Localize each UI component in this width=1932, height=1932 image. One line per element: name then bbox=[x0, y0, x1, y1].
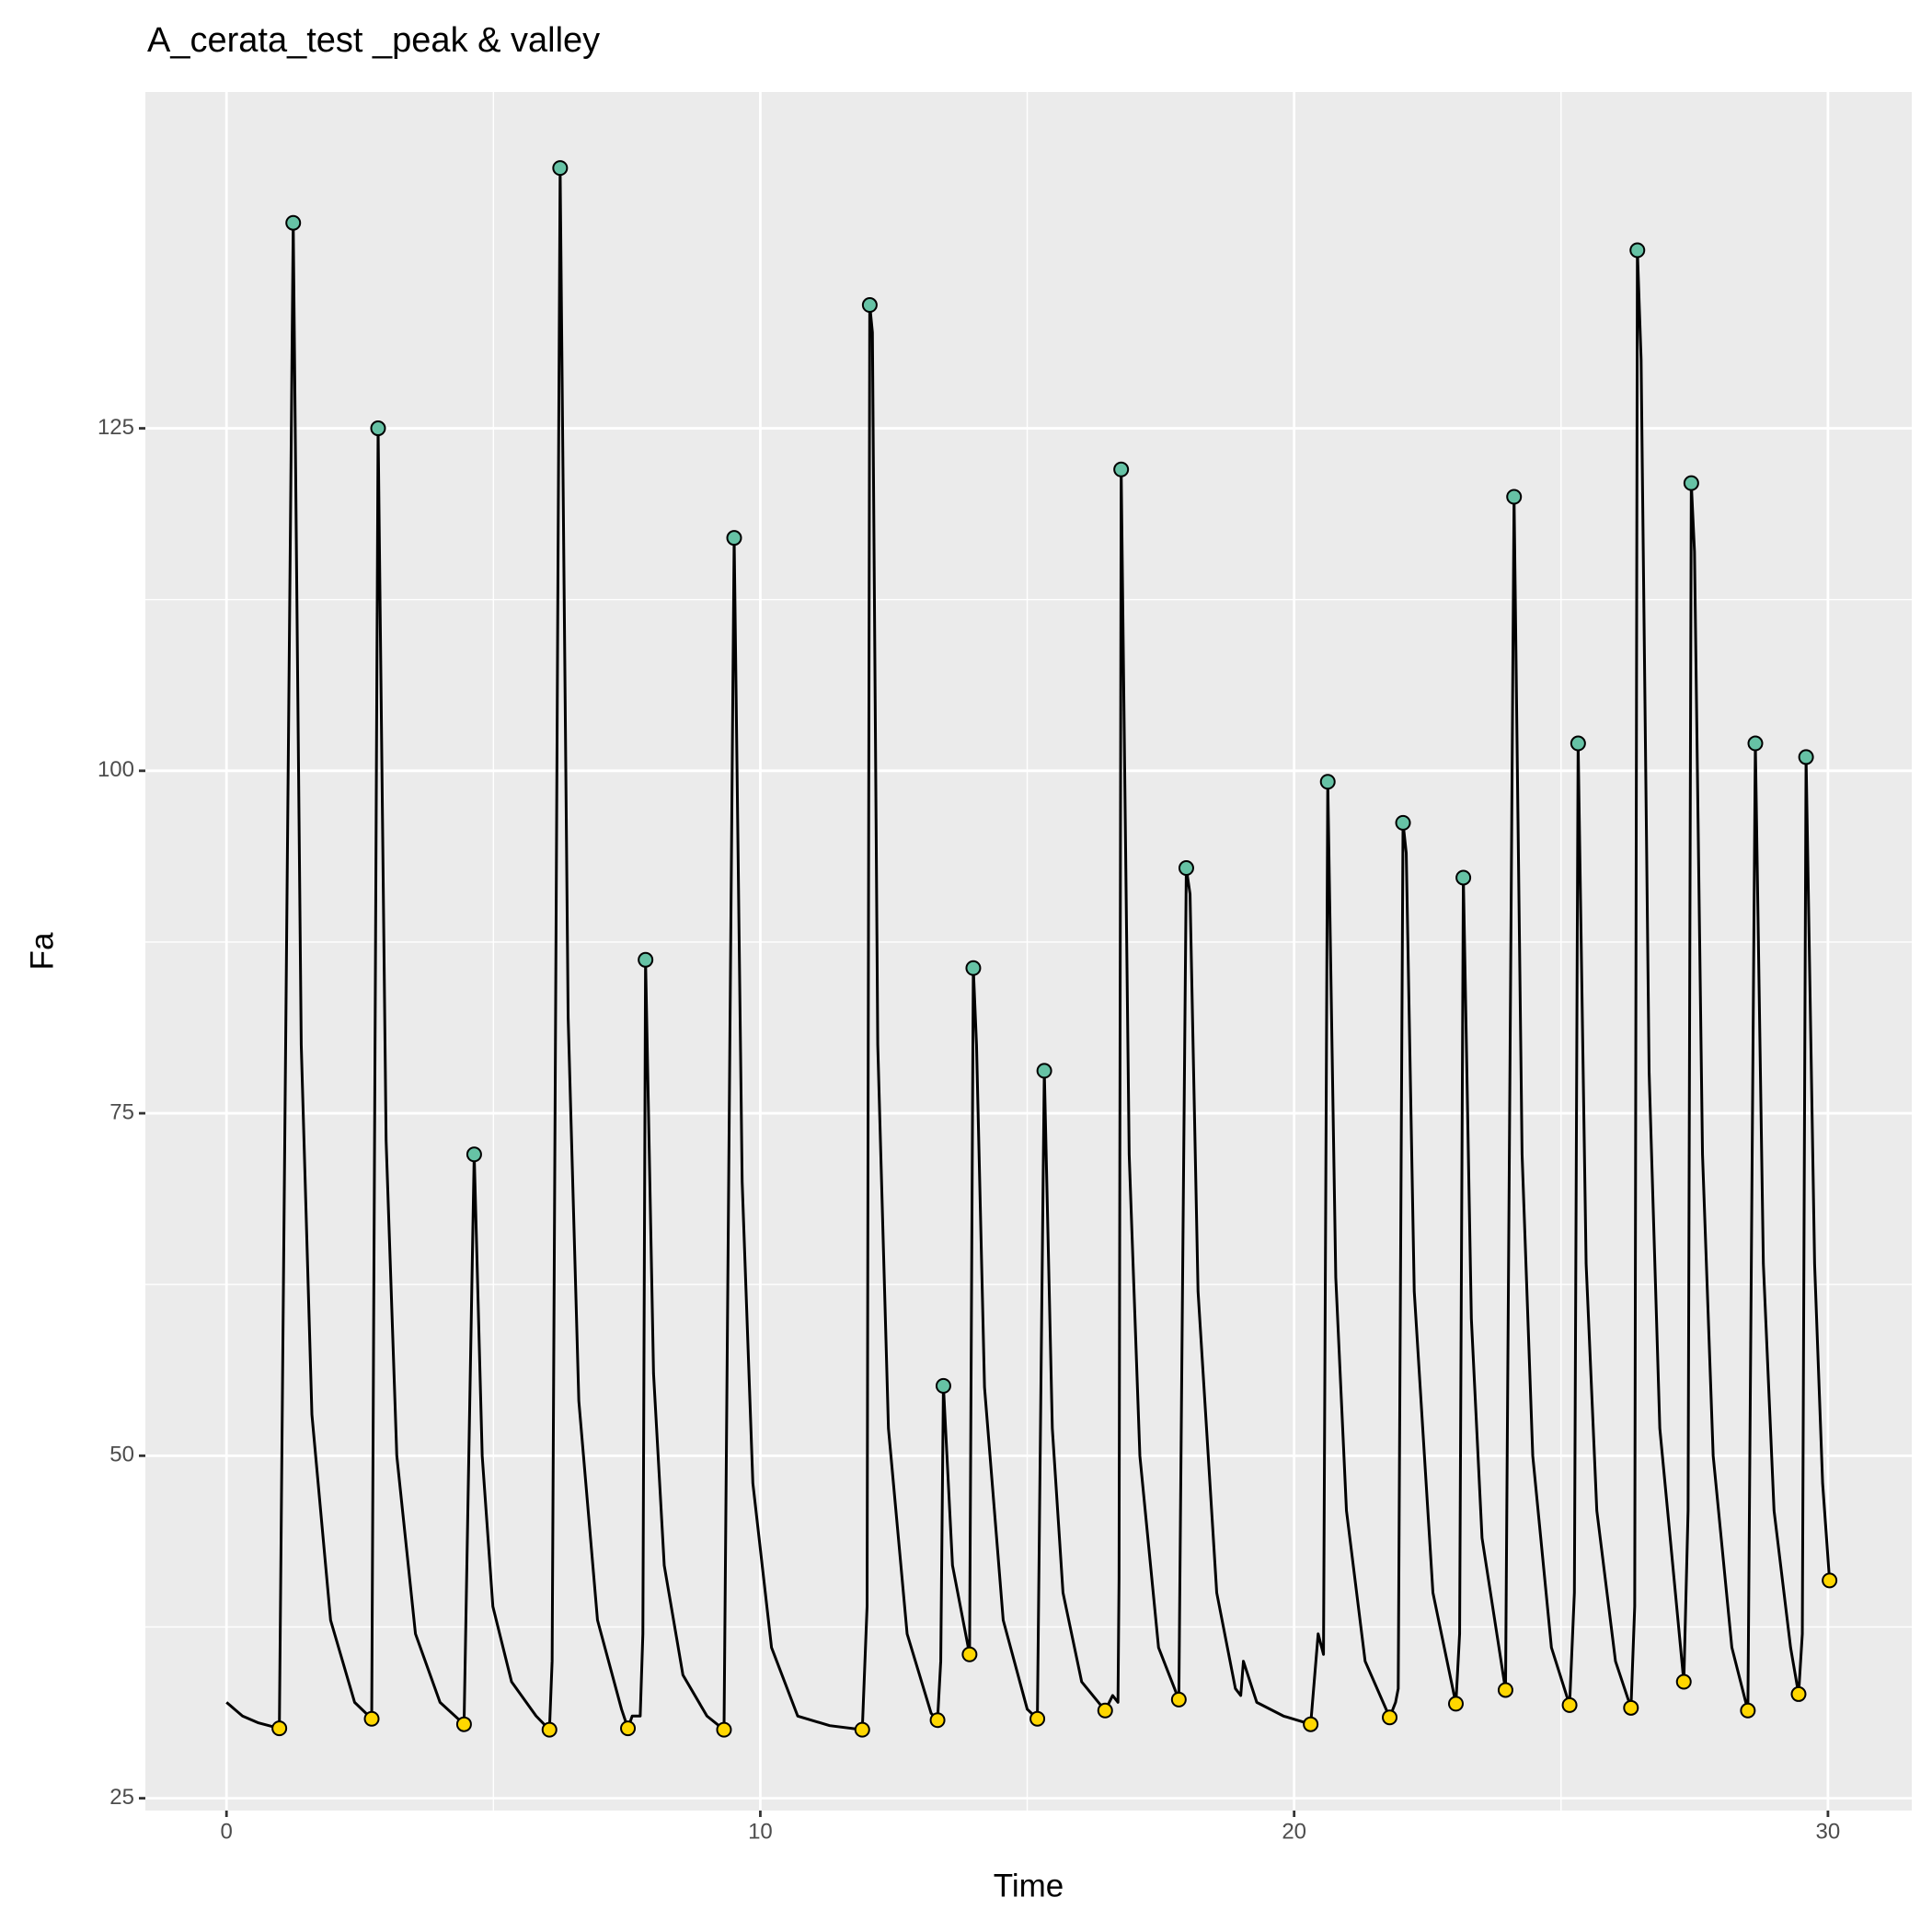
data-point bbox=[1303, 1716, 1319, 1732]
y-axis-title: Fa bbox=[24, 932, 60, 970]
data-point bbox=[1683, 475, 1699, 491]
data-point bbox=[861, 297, 878, 314]
data-point bbox=[552, 160, 569, 177]
data-point bbox=[271, 1720, 288, 1737]
data-point bbox=[1382, 1709, 1398, 1726]
data-point bbox=[466, 1146, 482, 1163]
data-point bbox=[285, 214, 302, 231]
data-point bbox=[541, 1721, 558, 1738]
data-point bbox=[1455, 869, 1472, 886]
data-point bbox=[965, 960, 982, 976]
data-point bbox=[854, 1721, 870, 1738]
data-point bbox=[1623, 1699, 1639, 1716]
data-point bbox=[1319, 774, 1336, 790]
y-tick-label: 125 bbox=[98, 415, 134, 440]
data-point bbox=[1170, 1691, 1187, 1708]
data-point bbox=[620, 1720, 637, 1737]
data-point bbox=[1097, 1702, 1113, 1719]
data-point bbox=[1497, 1682, 1513, 1698]
data-point bbox=[1395, 814, 1411, 831]
data-point bbox=[1747, 735, 1764, 752]
data-point bbox=[1036, 1063, 1052, 1079]
x-tick-label: 0 bbox=[221, 1819, 233, 1844]
data-point bbox=[961, 1646, 978, 1662]
data-point bbox=[935, 1377, 951, 1394]
x-tick-label: 20 bbox=[1282, 1819, 1306, 1844]
data-point bbox=[370, 420, 386, 437]
data-point bbox=[1113, 461, 1130, 477]
data-point bbox=[638, 951, 654, 968]
data-point bbox=[1178, 860, 1194, 877]
chart-title: A_cerata_test _peak & valley bbox=[147, 21, 600, 60]
data-point bbox=[1822, 1572, 1838, 1589]
y-tick-label: 100 bbox=[98, 757, 134, 782]
data-point bbox=[929, 1712, 946, 1729]
data-point bbox=[1740, 1702, 1756, 1719]
data-point bbox=[1447, 1696, 1464, 1712]
data-point bbox=[1798, 749, 1814, 765]
data-point bbox=[1675, 1673, 1692, 1690]
data-point bbox=[716, 1721, 732, 1738]
x-axis-title: Time bbox=[994, 1868, 1064, 1903]
data-point bbox=[1029, 1710, 1046, 1727]
data-point bbox=[1506, 489, 1523, 505]
data-point bbox=[726, 530, 742, 546]
data-point bbox=[1790, 1685, 1807, 1702]
y-tick-label: 25 bbox=[109, 1785, 134, 1810]
data-point bbox=[1561, 1696, 1578, 1713]
data-point bbox=[455, 1716, 472, 1732]
data-point bbox=[363, 1710, 380, 1727]
x-tick-label: 10 bbox=[748, 1819, 773, 1844]
data-point bbox=[1570, 735, 1586, 752]
y-tick-label: 75 bbox=[109, 1099, 134, 1124]
y-tick-label: 50 bbox=[109, 1443, 134, 1467]
data-point bbox=[1629, 242, 1646, 259]
panel bbox=[145, 92, 1912, 1811]
x-tick-label: 30 bbox=[1816, 1819, 1841, 1844]
